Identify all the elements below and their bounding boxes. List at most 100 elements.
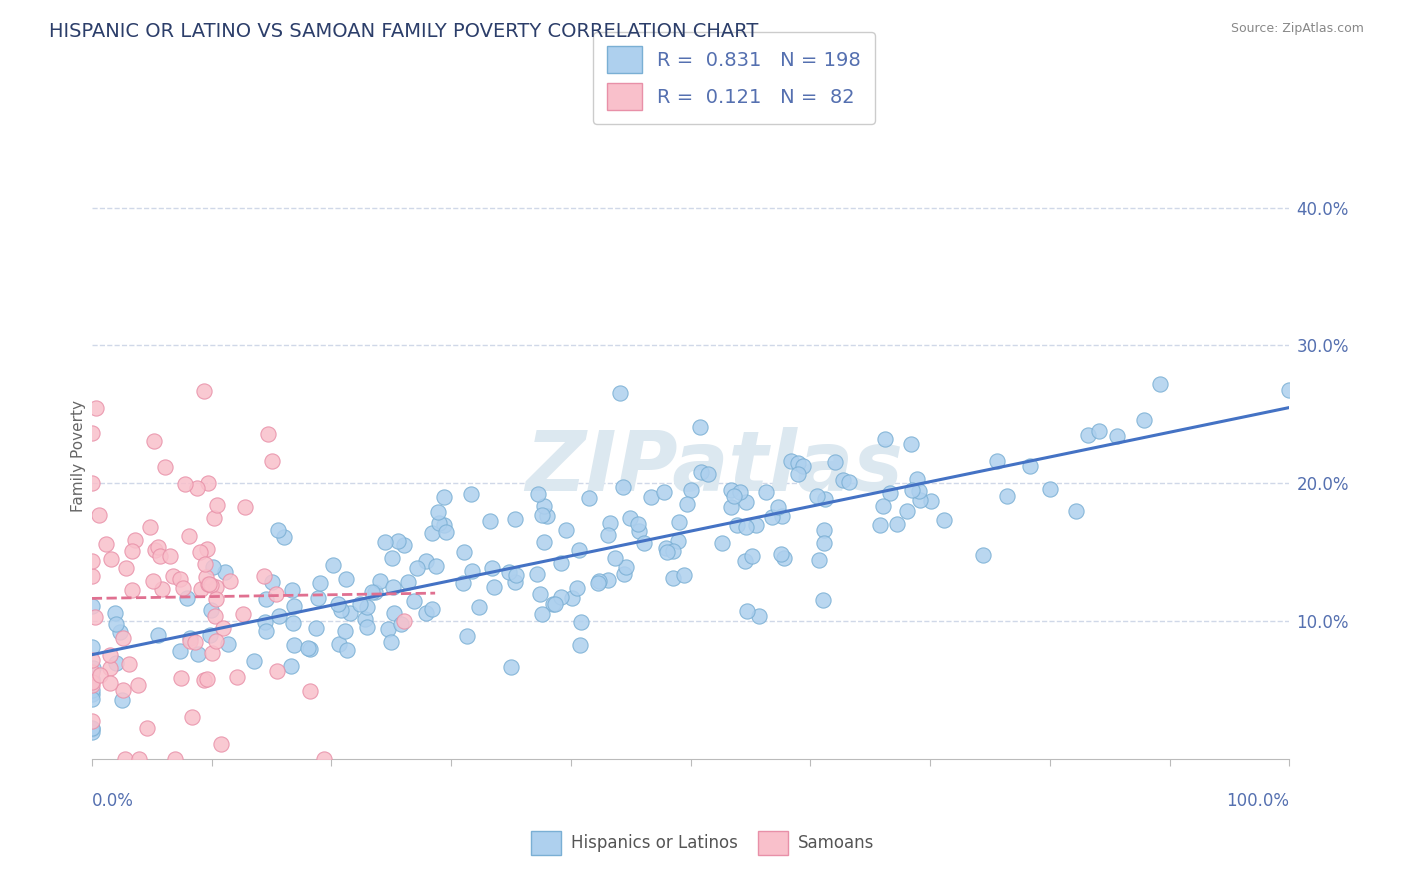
Point	[697, 467, 720, 481]
Point	[80, 426, 103, 441]
Point	[900, 437, 922, 451]
Point	[152, 582, 174, 596]
Point	[80, 652, 103, 666]
Point	[806, 489, 828, 503]
Point	[354, 612, 377, 626]
Point	[361, 585, 384, 599]
Point	[146, 540, 169, 554]
Point	[690, 465, 713, 479]
Point	[142, 574, 165, 589]
Point	[814, 492, 837, 507]
Point	[873, 432, 896, 446]
Point	[614, 560, 637, 574]
Point	[143, 542, 166, 557]
Point	[82, 661, 104, 675]
Point	[569, 615, 592, 629]
Point	[568, 542, 591, 557]
Point	[298, 684, 321, 698]
Point	[619, 510, 641, 524]
Point	[550, 556, 572, 570]
Point	[195, 672, 218, 686]
Point	[879, 486, 901, 500]
Point	[328, 637, 350, 651]
Point	[681, 483, 703, 497]
Point	[824, 455, 846, 469]
Point	[262, 574, 284, 589]
Point	[146, 628, 169, 642]
Point	[187, 647, 209, 661]
Point	[872, 499, 894, 513]
Point	[838, 475, 860, 489]
Point	[741, 549, 763, 563]
Point	[205, 591, 228, 606]
Point	[434, 524, 457, 539]
Point	[869, 517, 891, 532]
Point	[108, 624, 131, 639]
Point	[382, 580, 405, 594]
Point	[766, 500, 789, 514]
Point	[267, 523, 290, 537]
Point	[392, 614, 415, 628]
Point	[901, 483, 924, 498]
Point	[541, 597, 564, 611]
Point	[104, 607, 127, 621]
Point	[1149, 377, 1171, 392]
Point	[339, 606, 361, 620]
Point	[526, 567, 548, 582]
Point	[533, 534, 555, 549]
Point	[627, 524, 650, 538]
Point	[89, 508, 111, 522]
Point	[364, 584, 387, 599]
Point	[427, 516, 450, 531]
Point	[453, 545, 475, 559]
Point	[257, 427, 280, 442]
Point	[761, 509, 783, 524]
Point	[420, 525, 443, 540]
Point	[202, 511, 225, 525]
Point	[172, 581, 194, 595]
Point	[121, 583, 143, 598]
Point	[420, 602, 443, 616]
Point	[335, 573, 357, 587]
Point	[184, 635, 207, 649]
Point	[382, 606, 405, 620]
Point	[406, 560, 429, 574]
Point	[149, 549, 172, 563]
Point	[179, 632, 201, 646]
Point	[200, 578, 222, 592]
Point	[886, 516, 908, 531]
Point	[190, 545, 212, 559]
Point	[461, 564, 484, 578]
Point	[80, 722, 103, 736]
Point	[193, 384, 215, 399]
Point	[197, 475, 219, 490]
Point	[368, 574, 391, 589]
Point	[720, 500, 742, 514]
Point	[531, 607, 554, 621]
Point	[124, 533, 146, 548]
Point	[1038, 482, 1060, 496]
Point	[170, 671, 193, 685]
Point	[197, 577, 219, 591]
Text: Source: ZipAtlas.com: Source: ZipAtlas.com	[1230, 22, 1364, 36]
Point	[426, 505, 449, 519]
Point	[770, 509, 793, 524]
Point	[533, 500, 555, 514]
Point	[529, 587, 551, 601]
Point	[811, 592, 834, 607]
Point	[609, 386, 631, 401]
Point	[233, 500, 256, 514]
Point	[181, 710, 204, 724]
Point	[84, 610, 107, 624]
Point	[503, 511, 526, 525]
Point	[505, 568, 527, 582]
Point	[127, 678, 149, 692]
Point	[720, 483, 742, 497]
Point	[995, 489, 1018, 503]
Point	[169, 572, 191, 586]
Point	[734, 520, 756, 534]
Point	[159, 549, 181, 563]
Point	[212, 621, 235, 635]
Point	[80, 722, 103, 736]
Point	[735, 604, 758, 618]
